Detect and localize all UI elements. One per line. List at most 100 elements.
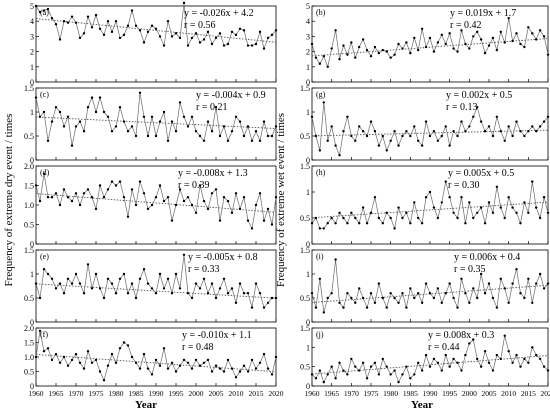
- data-point: [413, 36, 416, 40]
- data-point: [468, 47, 471, 50]
- data-point: [142, 41, 146, 44]
- data-point: [274, 296, 278, 300]
- data-point: [58, 361, 62, 364]
- data-point: [58, 110, 62, 114]
- data-point: [154, 292, 158, 295]
- data-point: [440, 301, 443, 304]
- data-point: [38, 296, 42, 300]
- data-point: [126, 292, 130, 295]
- data-point: [452, 130, 455, 133]
- trend-line: [311, 355, 549, 375]
- data-point: [62, 292, 66, 295]
- data-point: [440, 33, 443, 37]
- y-tick-label: 0.5: [24, 368, 34, 377]
- x-tick-label: 1985: [403, 389, 418, 398]
- correlation-r: r = 0.13: [446, 102, 477, 113]
- data-point: [162, 110, 166, 114]
- data-point: [401, 216, 404, 220]
- data-point: [34, 4, 38, 8]
- data-point: [250, 227, 254, 230]
- y-tick-label: 2.0: [24, 162, 34, 171]
- data-point: [66, 115, 70, 119]
- y-tick-label: 0: [30, 156, 34, 165]
- data-point: [46, 347, 50, 350]
- data-point: [424, 120, 428, 123]
- data-point: [432, 50, 436, 53]
- data-point: [266, 207, 270, 211]
- data-point: [527, 361, 530, 364]
- data-point: [266, 36, 270, 40]
- data-point: [94, 13, 98, 17]
- panel-h: 0 0.5 1 1.5 (h) y = 0.005x + 0.5r = 0.30: [300, 162, 550, 249]
- data-point: [397, 380, 400, 384]
- data-point: [424, 282, 428, 285]
- regression-equation: y = 0.002x + 0.5: [446, 90, 512, 101]
- data-point: [110, 180, 114, 183]
- data-point: [322, 54, 325, 58]
- data-point: [62, 20, 66, 23]
- data-point: [440, 134, 443, 138]
- data-point: [503, 216, 506, 220]
- data-point: [535, 38, 538, 41]
- x-tick-label: 1995: [442, 389, 457, 398]
- data-point: [495, 185, 499, 188]
- data-point: [350, 296, 353, 300]
- data-point: [448, 32, 451, 35]
- data-point: [460, 120, 463, 123]
- data-point: [38, 115, 42, 119]
- data-point: [34, 96, 38, 99]
- data-point: [150, 115, 154, 119]
- data-point: [262, 306, 266, 309]
- data-point: [527, 277, 530, 280]
- data-point: [114, 361, 118, 364]
- data-point: [479, 38, 483, 41]
- regression-equation: y = -0.004x + 0.9: [196, 90, 266, 101]
- data-point: [472, 216, 475, 220]
- data-point: [130, 9, 134, 12]
- data-point: [381, 357, 384, 361]
- panel-label: (h): [316, 168, 326, 177]
- data-point: [254, 367, 258, 370]
- data-point: [405, 41, 408, 44]
- y-axis-label-left: Frequency of extreme dry event / times: [3, 114, 15, 287]
- data-point: [393, 369, 396, 372]
- data-point: [334, 144, 337, 147]
- data-point: [420, 27, 424, 30]
- x-tick-label: 1965: [49, 389, 64, 398]
- data-point: [499, 277, 502, 280]
- data-point: [440, 201, 443, 204]
- data-point: [226, 42, 230, 46]
- data-point: [393, 130, 396, 133]
- data-point: [174, 203, 178, 207]
- y-tick-label: 0.5: [24, 132, 34, 141]
- data-point: [158, 35, 162, 38]
- panel-label: (g): [316, 90, 326, 99]
- data-point: [310, 292, 314, 295]
- data-point: [314, 134, 318, 138]
- y-tick-label: 1.5: [300, 84, 310, 93]
- data-point: [106, 277, 110, 280]
- data-point: [138, 91, 142, 95]
- data-point: [214, 364, 218, 367]
- data-point: [483, 350, 487, 353]
- data-point: [420, 222, 424, 225]
- data-point: [70, 358, 74, 362]
- data-point: [468, 301, 471, 304]
- data-point: [519, 130, 522, 133]
- data-point: [448, 282, 451, 285]
- data-point: [130, 355, 134, 359]
- data-point: [90, 26, 94, 29]
- data-point: [258, 292, 262, 295]
- data-point: [210, 192, 214, 195]
- data-point: [310, 115, 314, 119]
- data-point: [460, 196, 463, 199]
- data-point: [401, 373, 404, 376]
- data-point: [519, 42, 522, 46]
- data-point: [86, 188, 90, 191]
- correlation-r: r = 0.44: [428, 342, 459, 353]
- data-point: [385, 50, 388, 53]
- data-point: [428, 365, 432, 368]
- correlation-r: r = 0.56: [184, 20, 215, 31]
- y-tick-label: 0.5: [300, 294, 310, 303]
- data-point: [436, 216, 440, 220]
